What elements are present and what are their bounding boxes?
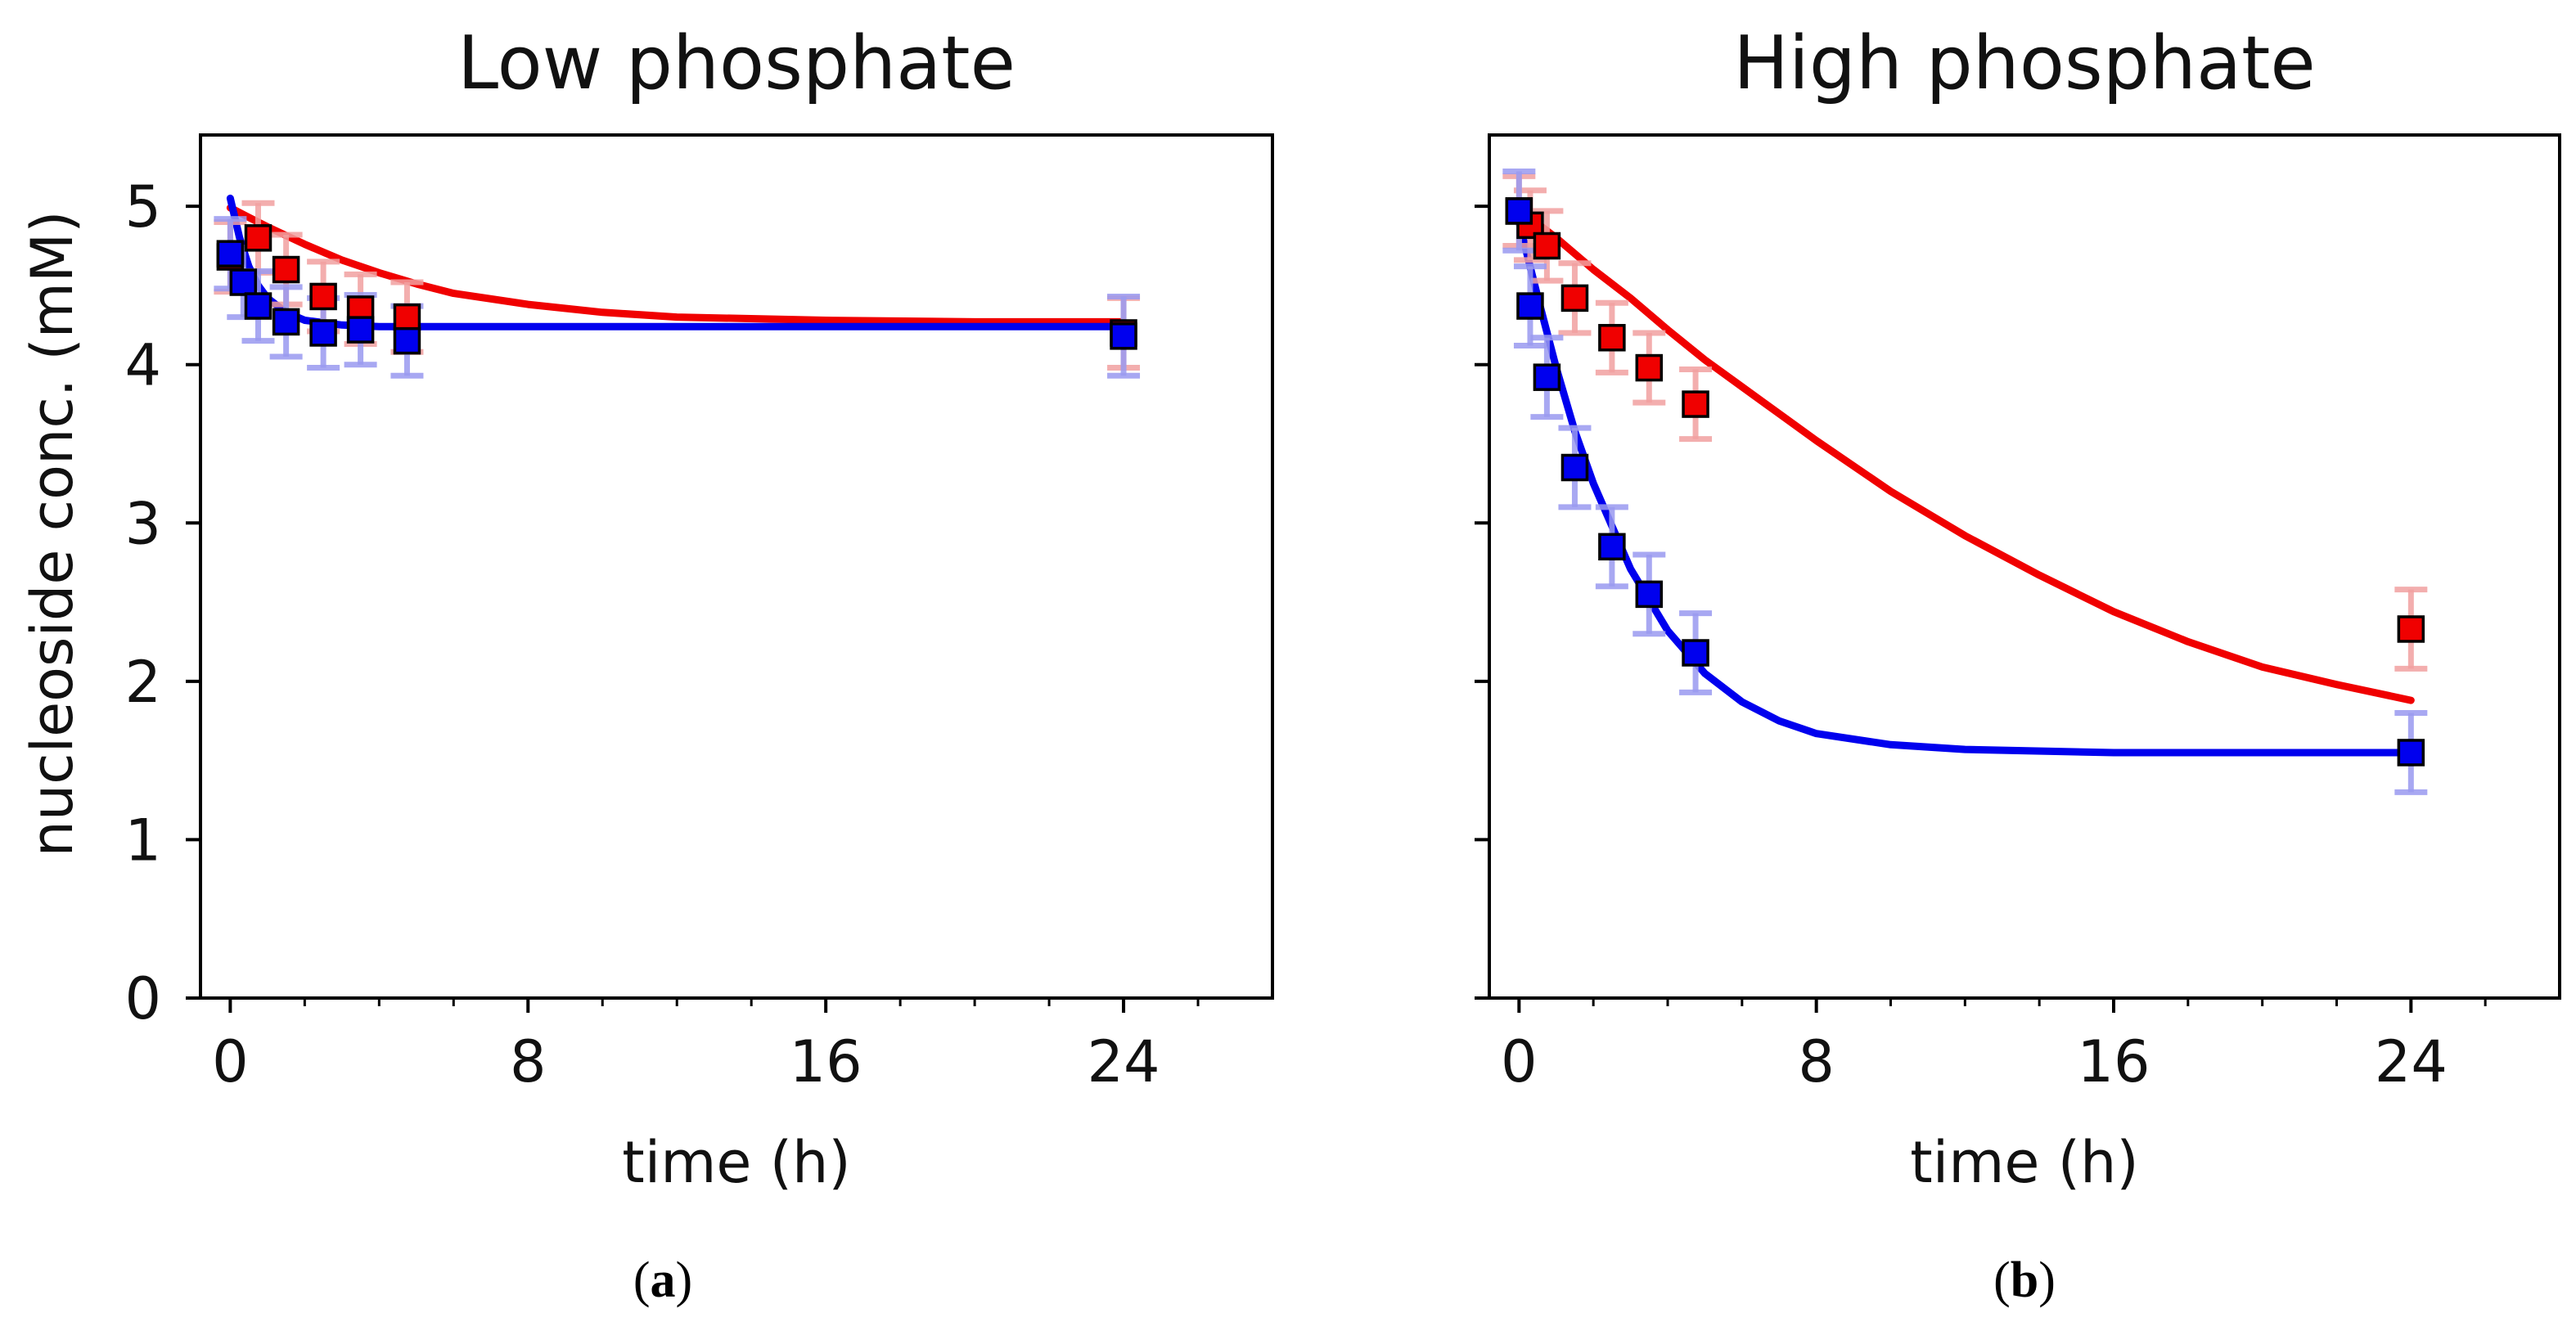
caption-paren: ) [676, 1252, 693, 1308]
y-tick-label: 3 [124, 490, 161, 557]
x-tick-label: 24 [2375, 1028, 2448, 1095]
data-point-blue [244, 292, 272, 320]
caption-a: (a) [633, 1252, 692, 1308]
data-point-blue [1560, 453, 1589, 482]
caption-letter: a [651, 1252, 676, 1308]
fit-line-red [226, 204, 1128, 326]
data-point-blue [272, 308, 300, 336]
x-tick-label: 24 [1088, 1028, 1160, 1095]
data-point-red [272, 255, 300, 284]
caption-letter: b [2011, 1252, 2038, 1308]
x-tick-label: 16 [790, 1028, 862, 1095]
data-point-blue [2397, 739, 2425, 767]
y-axis-label: nucleoside conc. (mM) [19, 210, 86, 857]
plot-frame [199, 133, 1274, 1000]
caption-paren: ( [633, 1252, 651, 1308]
data-point-blue [346, 316, 375, 344]
caption-b: (b) [1993, 1252, 2056, 1308]
data-point-red [244, 224, 272, 252]
y-tick-label: 4 [124, 332, 161, 399]
data-point-blue [1598, 533, 1626, 561]
data-point-blue [1516, 292, 1544, 320]
x-axis-label: time (h) [1910, 1129, 2138, 1196]
data-point-red [1682, 390, 1709, 418]
data-point-blue [309, 319, 337, 347]
chart-title: High phosphate [1733, 20, 2316, 106]
x-axis-label: time (h) [622, 1129, 850, 1196]
data-point-red [393, 303, 421, 331]
data-point-red [309, 282, 337, 311]
x-tick-label: 8 [510, 1028, 547, 1095]
y-tick-label: 5 [124, 173, 161, 241]
data-point-red [1560, 284, 1589, 313]
fit-line-blue [1515, 218, 2415, 757]
data-point-blue [393, 326, 421, 355]
data-point-blue [1635, 580, 1664, 609]
x-tick-label: 8 [1798, 1028, 1835, 1095]
chart-panel-1: Low phosphate 0 8 16 24 0 1 2 3 4 5 time (h) nucleos… [19, 20, 1274, 1308]
data-point-blue [216, 240, 245, 268]
data-point-red [1635, 353, 1664, 382]
data-point-blue [229, 268, 258, 296]
caption-paren: ( [1993, 1252, 2011, 1308]
x-tick-label: 16 [2077, 1028, 2150, 1095]
y-tick-label: 0 [124, 965, 161, 1032]
chart-title: Low phosphate [457, 20, 1016, 106]
x-tick-label: 0 [1501, 1028, 1538, 1095]
y-tick-label: 2 [124, 649, 161, 716]
data-point-red [2397, 615, 2425, 643]
chart-panel-2: High phosphate 0 8 16 24 time (h) (b) [1475, 20, 2561, 1308]
y-tick-label: 1 [124, 807, 161, 874]
fit-line-red [1515, 205, 2415, 704]
caption-paren: ) [2038, 1252, 2056, 1308]
data-point-red [1533, 232, 1561, 260]
data-point-red [1598, 324, 1626, 352]
x-tick-label: 0 [212, 1028, 249, 1095]
plot-frame [1488, 133, 2561, 1000]
data-point-blue [1533, 363, 1561, 391]
data-point-blue [1682, 639, 1709, 667]
data-point-blue [1110, 322, 1137, 350]
data-point-blue [1505, 197, 1533, 225]
